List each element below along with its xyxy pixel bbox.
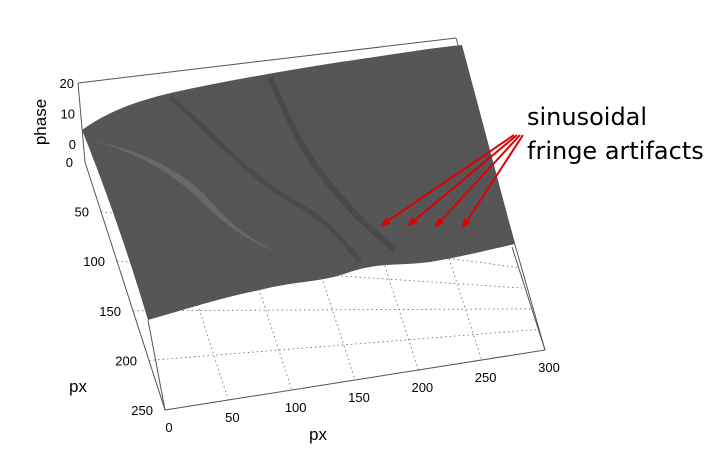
annotation-arrow bbox=[461, 134, 524, 229]
z-tick-label: 20 bbox=[60, 76, 74, 91]
z-axis-label: phase bbox=[31, 99, 50, 145]
y-tick-label: 100 bbox=[83, 254, 105, 269]
y-tick-label: 250 bbox=[131, 403, 153, 418]
x-tick-label: 50 bbox=[225, 410, 239, 425]
z-tick-label: 10 bbox=[61, 107, 75, 122]
phase-surface bbox=[82, 45, 515, 320]
y-tick-label: 50 bbox=[75, 205, 89, 220]
left-floor-edge bbox=[84, 161, 166, 411]
annotation: sinusoidal fringe artifacts bbox=[380, 103, 704, 229]
x-tick-label: 250 bbox=[475, 370, 497, 385]
annotation-line-1: sinusoidal bbox=[527, 103, 647, 131]
x-tick-labels: 0 50 100 150 200 250 300 bbox=[165, 360, 559, 435]
floor-outline bbox=[147, 246, 546, 411]
z-tick-labels: 0 10 20 bbox=[60, 76, 76, 152]
x-tick-label: 150 bbox=[348, 390, 370, 405]
y-tick-labels: 0 50 100 150 200 250 bbox=[66, 155, 153, 418]
x-gridline bbox=[298, 204, 356, 381]
x-tick-label: 200 bbox=[411, 380, 433, 395]
y-gridline bbox=[132, 308, 532, 312]
annotation-arrow bbox=[380, 134, 515, 227]
x-gridline bbox=[226, 190, 293, 391]
z-tick-label: 0 bbox=[69, 137, 76, 152]
x-tick-label: 0 bbox=[165, 420, 172, 435]
x-axis-label: px bbox=[309, 425, 327, 444]
y-axis-label: px bbox=[69, 377, 87, 396]
y-tick-label: 150 bbox=[99, 304, 121, 319]
annotation-arrows bbox=[380, 134, 524, 229]
y-gridline bbox=[148, 329, 539, 361]
y-tick-label: 200 bbox=[115, 353, 137, 368]
surface-ridge-2 bbox=[267, 76, 397, 253]
back-vertical-edge bbox=[77, 82, 86, 163]
top-back-edge bbox=[77, 37, 457, 84]
surface-ridge bbox=[168, 95, 363, 264]
annotation-arrow bbox=[407, 134, 518, 227]
annotation-arrow bbox=[434, 134, 521, 228]
annotation-line-2: fringe artifacts bbox=[527, 137, 704, 165]
y-tick-label: 0 bbox=[66, 155, 73, 170]
x-tick-label: 300 bbox=[538, 360, 560, 375]
x-tick-label: 100 bbox=[285, 400, 307, 415]
surface-patch bbox=[82, 45, 515, 320]
